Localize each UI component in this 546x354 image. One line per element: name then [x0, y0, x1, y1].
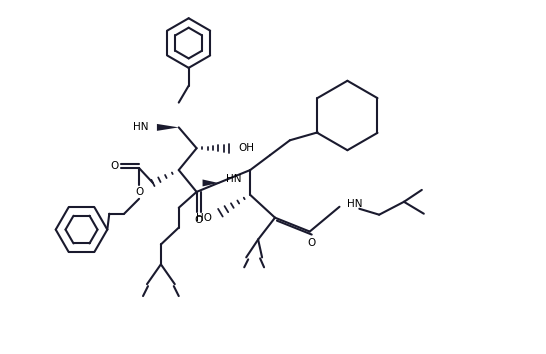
Polygon shape — [157, 124, 179, 131]
Text: O: O — [307, 239, 316, 249]
Polygon shape — [203, 179, 218, 187]
Text: O: O — [194, 215, 203, 225]
Text: HN: HN — [133, 122, 149, 132]
Text: HN: HN — [347, 199, 363, 209]
Text: OH: OH — [238, 143, 254, 153]
Text: O: O — [135, 187, 143, 197]
Text: HN: HN — [227, 174, 242, 184]
Text: HO: HO — [197, 213, 212, 223]
Text: O: O — [110, 161, 118, 171]
